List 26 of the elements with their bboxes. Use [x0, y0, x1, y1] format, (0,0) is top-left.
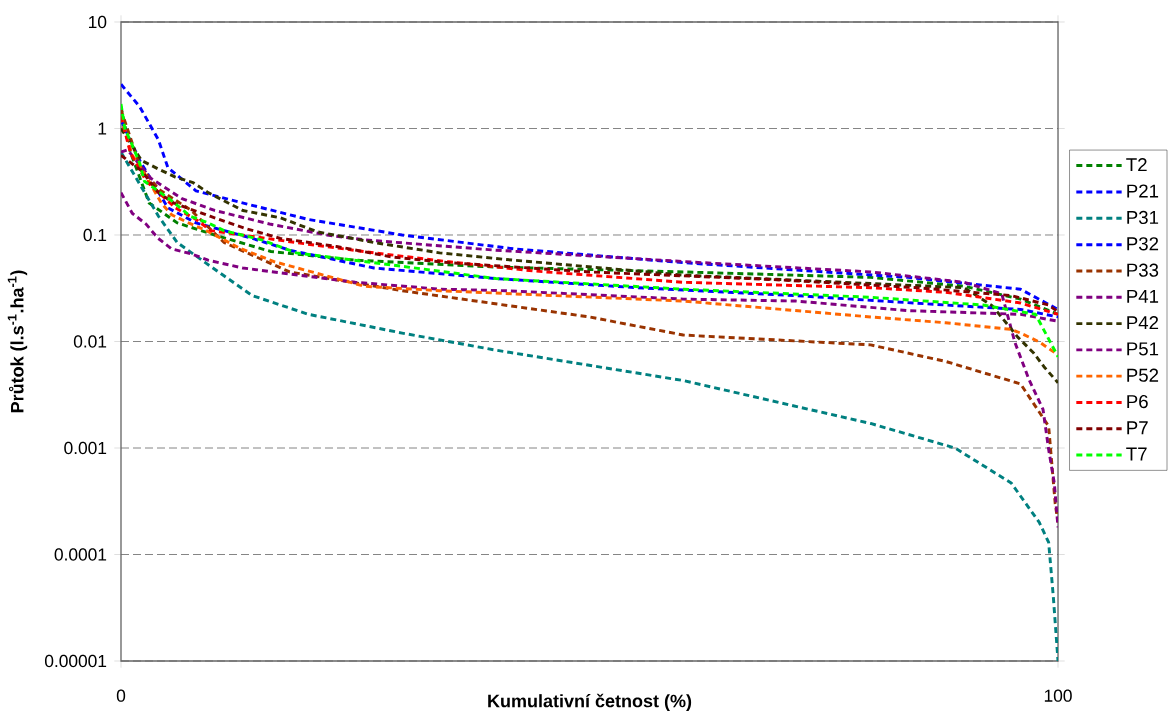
legend-label: P31: [1127, 210, 1159, 225]
y-tick-label: 0.01: [73, 335, 107, 348]
legend-label: P52: [1127, 368, 1159, 382]
line-series: [121, 150, 1059, 662]
y-axis-title: Průtok (l.s$^{-1}$.ha$^{-1}$): [7, 270, 28, 413]
y-tick-label: 10: [89, 15, 107, 29]
x-tick-label: 100: [1044, 689, 1072, 702]
legend-label: P33: [1127, 263, 1159, 277]
y-tick-label: 0.001: [64, 441, 107, 455]
legend-label: T7: [1126, 447, 1147, 461]
legend-label: P41: [1127, 289, 1159, 303]
x-axis-title: Kumulativní četnost (%): [488, 693, 692, 711]
legend-label: P21: [1127, 184, 1159, 198]
y-tick-label: 1: [98, 122, 107, 135]
y-tick-label: 0.0001: [54, 548, 107, 561]
legend-label: T2: [1126, 158, 1147, 172]
legend-label: P32: [1127, 237, 1159, 251]
line-series: [121, 127, 1059, 385]
y-tick-label: 0.00001: [44, 654, 107, 668]
line-series: [121, 153, 1059, 314]
legend-label: P51: [1127, 342, 1159, 356]
y-tick-label: 0.1: [83, 228, 107, 242]
legend-label: P42: [1127, 316, 1159, 330]
x-tick-label: 0: [116, 689, 126, 702]
legend-label: P6: [1127, 394, 1148, 409]
legend-label: P7: [1127, 421, 1148, 435]
